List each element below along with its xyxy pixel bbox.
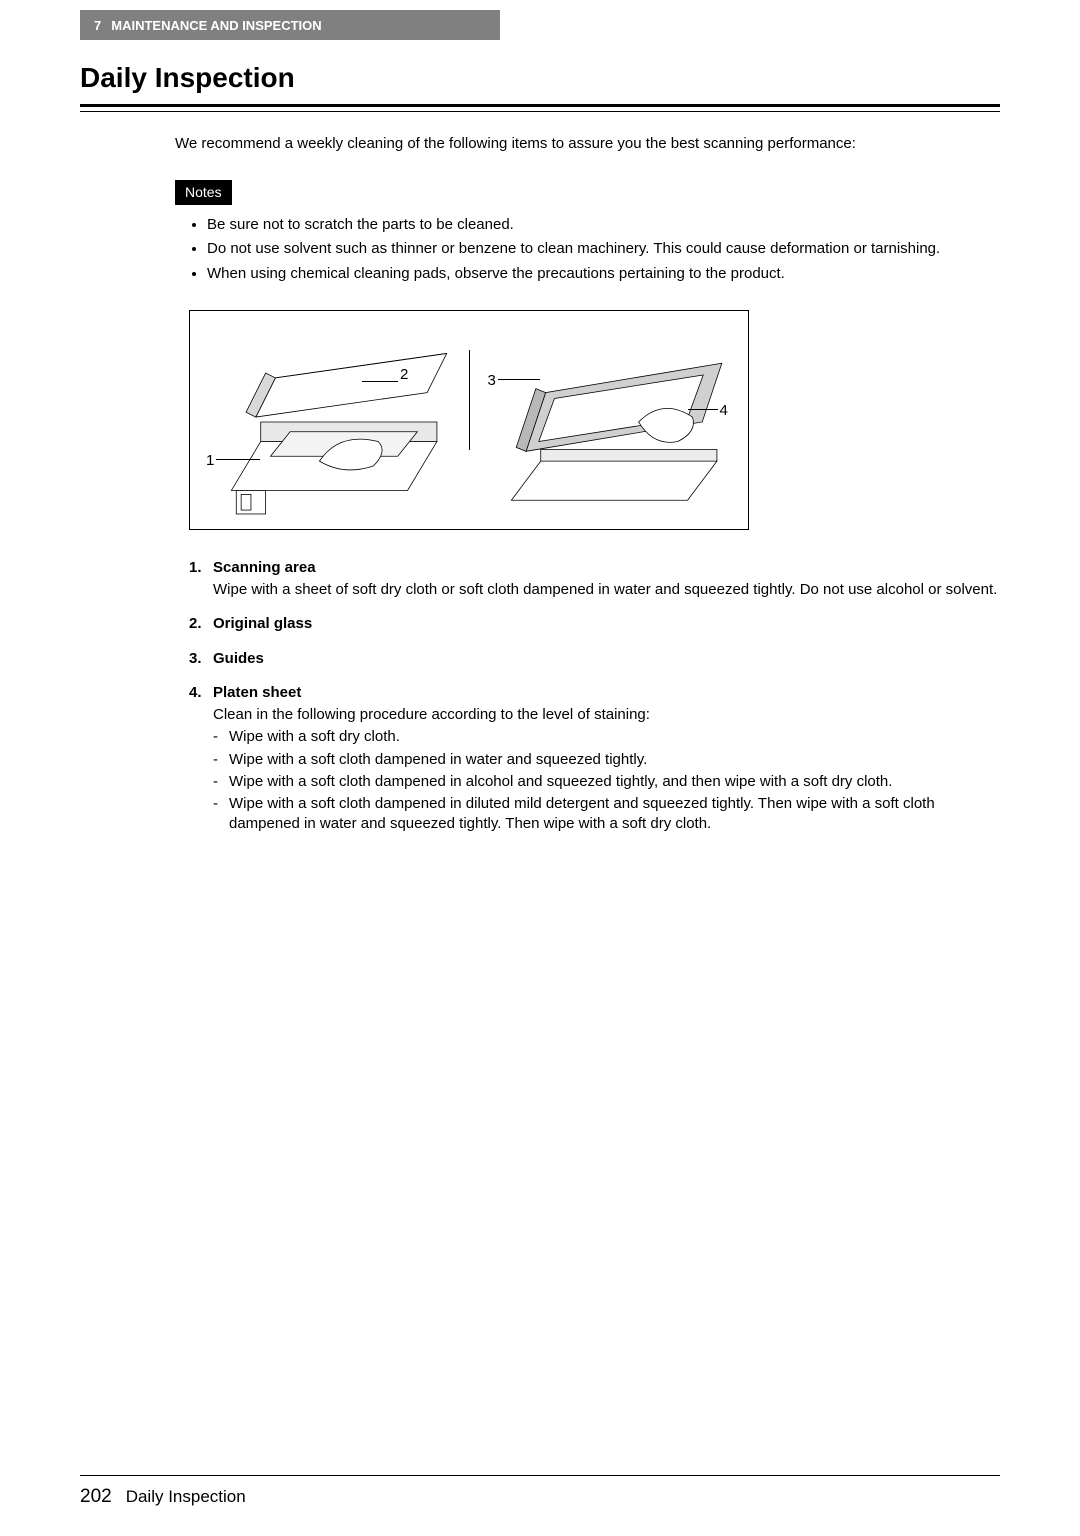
note-item: Be sure not to scratch the parts to be c… <box>207 215 1000 235</box>
diagram-callout: 2 <box>400 365 408 385</box>
diagram-right: 3 4 <box>482 323 737 517</box>
sublist-item: Wipe with a soft cloth dampened in alcoh… <box>213 772 1000 792</box>
diagram-callout: 3 <box>488 371 496 391</box>
chapter-header: 7 MAINTENANCE AND INSPECTION <box>80 10 500 40</box>
page-number: 202 <box>80 1486 112 1507</box>
chapter-number: 7 <box>94 18 101 33</box>
sublist-item: Wipe with a soft cloth dampened in dilut… <box>213 794 1000 835</box>
note-item: Do not use solvent such as thinner or be… <box>207 239 1000 259</box>
footer-text: 202 Daily Inspection <box>80 1487 246 1506</box>
diagram-callout: 1 <box>206 451 214 471</box>
page-footer: 202 Daily Inspection <box>80 1475 1000 1508</box>
item-title: Guides <box>213 650 264 667</box>
scanner-open-icon <box>202 323 457 517</box>
item-title: Platen sheet <box>213 684 301 701</box>
scanner-lid-icon <box>482 323 737 517</box>
sublist-item: Wipe with a soft dry cloth. <box>213 727 1000 747</box>
platen-sublist: Wipe with a soft dry cloth. Wipe with a … <box>213 727 1000 834</box>
diagram-callout: 4 <box>720 401 728 421</box>
numbered-items: Scanning area Wipe with a sheet of soft … <box>175 558 1000 835</box>
callout-line <box>688 409 718 410</box>
cleaning-diagram: 1 2 3 4 <box>189 310 749 530</box>
title-rule-thin <box>80 111 1000 112</box>
footer-title: Daily Inspection <box>126 1487 246 1506</box>
footer-rule <box>80 1475 1000 1476</box>
callout-line <box>216 459 260 460</box>
diagram-separator <box>469 350 470 450</box>
item-title: Original glass <box>213 615 312 632</box>
sublist-item: Wipe with a soft cloth dampened in water… <box>213 750 1000 770</box>
note-item: When using chemical cleaning pads, obser… <box>207 264 1000 284</box>
title-rule-thick <box>80 104 1000 107</box>
item-platen-sheet: Platen sheet Clean in the following proc… <box>189 683 1000 835</box>
item-guides: Guides <box>189 649 1000 669</box>
page-title: Daily Inspection <box>80 62 1000 94</box>
notes-label: Notes <box>175 180 232 205</box>
diagram-left: 1 2 <box>202 323 457 517</box>
callout-line <box>362 381 398 382</box>
body-area: We recommend a weekly cleaning of the fo… <box>175 134 1000 835</box>
item-desc: Wipe with a sheet of soft dry cloth or s… <box>213 580 1000 600</box>
item-scanning-area: Scanning area Wipe with a sheet of soft … <box>189 558 1000 601</box>
item-desc: Clean in the following procedure accordi… <box>213 705 1000 725</box>
callout-line <box>498 379 540 380</box>
page-content: Daily Inspection We recommend a weekly c… <box>80 62 1000 835</box>
chapter-title: MAINTENANCE AND INSPECTION <box>111 18 321 33</box>
intro-text: We recommend a weekly cleaning of the fo… <box>175 134 1000 154</box>
item-original-glass: Original glass <box>189 614 1000 634</box>
item-title: Scanning area <box>213 559 316 576</box>
notes-list: Be sure not to scratch the parts to be c… <box>175 215 1000 284</box>
